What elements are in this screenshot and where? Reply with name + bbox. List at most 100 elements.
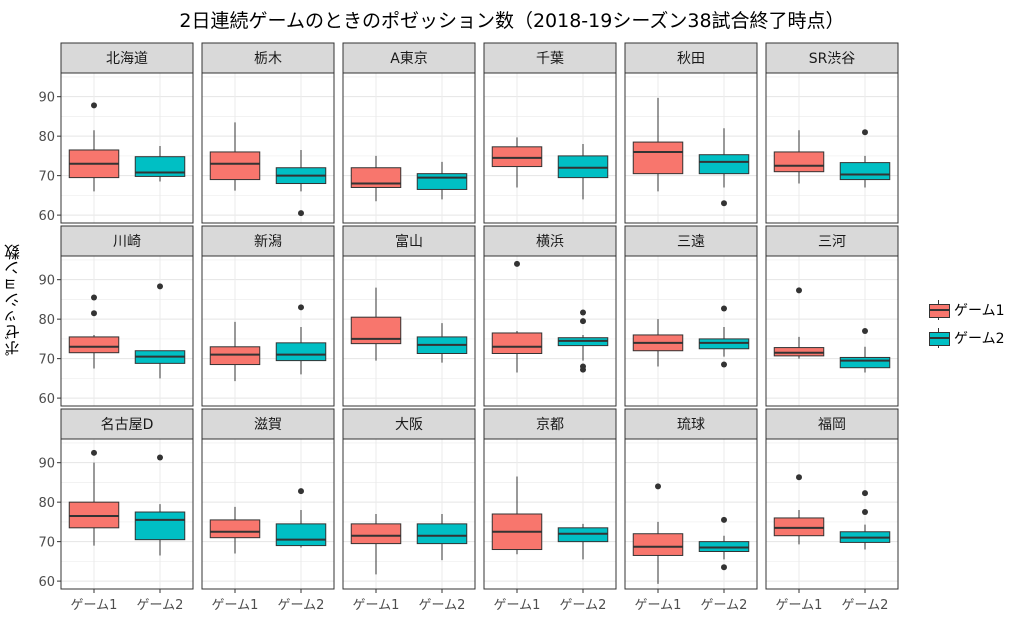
panel-border	[624, 438, 758, 590]
panel-border	[60, 72, 194, 224]
panel-border	[765, 438, 899, 590]
box-1	[491, 476, 543, 555]
box-2	[698, 516, 750, 571]
outlier-point	[91, 449, 97, 456]
panel-border	[342, 438, 476, 590]
panel-background	[202, 73, 334, 223]
box-1	[773, 287, 825, 359]
x-tick-label: ゲーム2	[278, 598, 325, 613]
panel-border	[624, 72, 758, 224]
facet-strip-label: 横浜	[536, 234, 564, 250]
facet-strip	[201, 42, 335, 74]
facet-strip	[342, 225, 476, 257]
facet-13: 名古屋D 60 70 80 90 ゲーム1 ゲーム2	[38, 408, 194, 613]
box-1	[632, 97, 684, 192]
y-tick-label: 80	[38, 313, 55, 328]
facet-3: A東京	[342, 42, 476, 224]
facet-strip-label: 新潟	[254, 234, 282, 250]
outlier-point	[91, 294, 97, 301]
box-2	[557, 144, 609, 200]
box-1	[68, 294, 120, 369]
facet-1: 北海道 60 70 80 90	[38, 42, 194, 224]
outlier-point	[721, 305, 727, 312]
outlier-point	[862, 129, 868, 136]
y-tick-label: 80	[38, 130, 55, 145]
legend-label-game1: ゲーム1	[954, 303, 1005, 319]
facet-strip-label: 富山	[395, 233, 423, 250]
y-tick-label: 70	[38, 536, 55, 551]
box-1	[773, 130, 825, 184]
box-1	[632, 319, 684, 367]
facet-strip	[201, 225, 335, 257]
facet-strip-label: 秋田	[677, 51, 705, 67]
facet-strip	[765, 225, 899, 257]
facet-strip-label: 琉球	[677, 417, 705, 433]
box-1	[68, 449, 120, 546]
x-tick-label: ゲーム1	[71, 598, 118, 613]
box-2	[698, 305, 750, 368]
panel-background	[202, 439, 334, 589]
panel-border	[624, 255, 758, 407]
panel-background	[61, 256, 193, 406]
panel-border	[342, 255, 476, 407]
facet-strip	[483, 225, 617, 257]
box-iqr	[839, 162, 891, 181]
panel-border	[60, 438, 194, 590]
outlier-point	[298, 210, 304, 217]
panel-background	[343, 439, 475, 589]
box-1	[68, 102, 120, 192]
outlier-point	[157, 283, 163, 290]
y-tick-label: 90	[38, 457, 55, 472]
chart-title: 2日連続ゲームのときのポゼッション数（2018-19シーズン38試合終了時点）	[179, 10, 845, 32]
panel-border	[60, 255, 194, 407]
box-iqr	[416, 523, 468, 545]
facet-8: 新潟	[201, 225, 335, 407]
box-2	[839, 328, 891, 373]
facet-strip-label: 北海道	[106, 51, 148, 67]
outlier-point	[862, 509, 868, 516]
box-2	[134, 283, 186, 379]
box-iqr	[350, 523, 402, 545]
y-tick-label: 80	[38, 496, 55, 511]
box-2	[416, 514, 468, 561]
box-2	[557, 309, 609, 373]
box-iqr	[491, 146, 543, 168]
panel-background	[484, 256, 616, 406]
y-tick-label: 70	[38, 170, 55, 185]
legend-label-game2: ゲーム2	[954, 331, 1005, 347]
outlier-point	[514, 260, 520, 267]
box-2	[275, 304, 327, 375]
panel-background	[766, 73, 898, 223]
box-iqr	[698, 154, 750, 175]
box-2	[839, 129, 891, 188]
facet-strip-label: 大阪	[395, 417, 423, 433]
outlier-point	[862, 328, 868, 334]
outlier-point	[655, 483, 661, 490]
box-iqr	[209, 519, 261, 539]
box-1	[350, 287, 402, 361]
facet-strip	[60, 225, 194, 257]
facet-strip	[201, 408, 335, 440]
facet-5: 秋田	[624, 42, 758, 224]
box-iqr	[632, 533, 684, 556]
box-2	[416, 323, 468, 363]
outlier-point	[580, 363, 586, 370]
legend-key-game2	[928, 328, 950, 348]
y-tick-label: 90	[38, 91, 55, 106]
panel-border	[483, 255, 617, 407]
panel-border	[342, 72, 476, 224]
outlier-point	[796, 287, 802, 294]
panel-border	[483, 438, 617, 590]
facet-strip	[483, 42, 617, 74]
outlier-point	[91, 102, 97, 109]
facet-strip-label: SR渋谷	[809, 51, 856, 67]
facet-strip-label: 三遠	[677, 234, 705, 250]
panel-border	[201, 72, 335, 224]
box-1	[350, 514, 402, 575]
panel-border	[765, 255, 899, 407]
box-2	[134, 454, 186, 556]
panel-background	[625, 256, 757, 406]
